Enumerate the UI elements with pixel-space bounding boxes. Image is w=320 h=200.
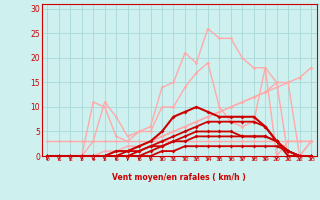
X-axis label: Vent moyen/en rafales ( km/h ): Vent moyen/en rafales ( km/h ) (112, 174, 246, 182)
